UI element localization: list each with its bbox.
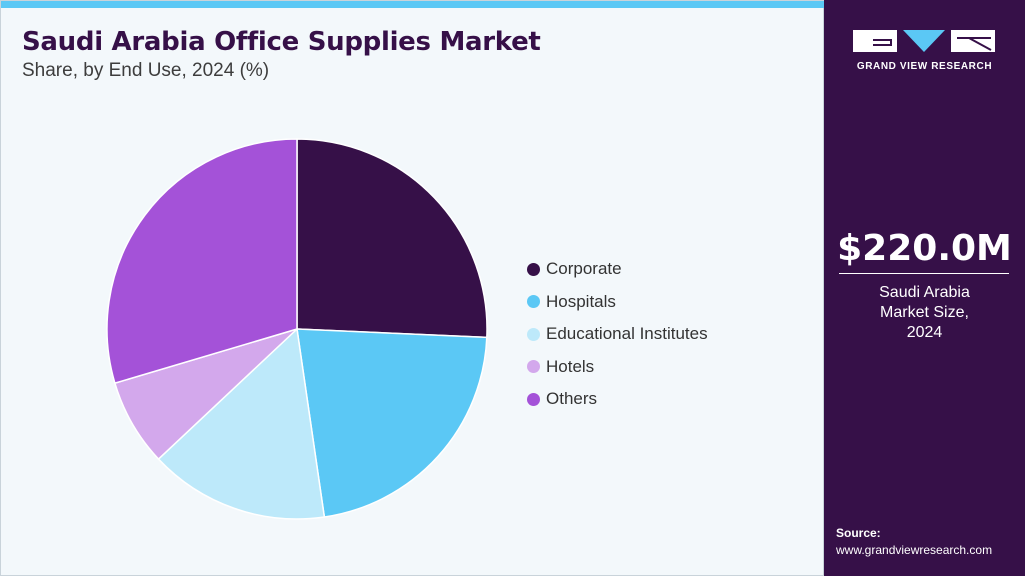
pie-slice-others: [106, 138, 298, 385]
pie-slice-corporate: [296, 138, 488, 339]
pie-slice-hospitals: [296, 328, 488, 518]
legend-label: Others: [546, 389, 598, 409]
sidebar: GRAND VIEW RESEARCH $220.0M Saudi Arabia…: [824, 0, 1025, 576]
grand-view-research-logo-icon: [853, 30, 995, 52]
legend-swatch: [527, 295, 540, 309]
accent-bar: [1, 1, 825, 8]
legend-swatch: [527, 262, 540, 276]
legend-item-corporate: Corporate: [527, 253, 708, 286]
market-size-value: $220.0M: [837, 228, 1012, 269]
legend-label: Hotels: [546, 356, 595, 376]
market-size-caption: Saudi Arabia Market Size, 2024: [824, 283, 1025, 343]
legend-label: Hospitals: [546, 291, 616, 311]
chart-title: Saudi Arabia Office Supplies Market: [22, 27, 541, 57]
chart-subtitle: Share, by End Use, 2024 (%): [22, 60, 270, 81]
divider: [839, 273, 1009, 274]
legend-swatch: [527, 327, 540, 341]
legend-label: Educational Institutes: [546, 324, 708, 344]
legend-item-educational-institutes: Educational Institutes: [527, 318, 708, 351]
caption-line: Saudi Arabia: [879, 284, 970, 301]
legend-item-hospitals: Hospitals: [527, 286, 708, 319]
chart-panel: Saudi Arabia Office Supplies Market Shar…: [0, 0, 825, 576]
source-label: Source:: [836, 526, 881, 540]
legend-item-others: Others: [527, 383, 708, 416]
legend-label: Corporate: [546, 259, 622, 279]
pie-slice-educational-institutes: [157, 327, 326, 520]
chart-legend: Corporate Hospitals Educational Institutes…: [527, 253, 708, 416]
legend-item-hotels: Hotels: [527, 351, 708, 384]
caption-line: Market Size,: [880, 304, 969, 321]
source-link[interactable]: www.grandviewresearch.com: [836, 543, 993, 557]
pie-chart: [106, 138, 488, 520]
logo-text: GRAND VIEW RESEARCH: [856, 61, 993, 72]
caption-line: 2024: [906, 324, 943, 341]
legend-swatch: [527, 392, 540, 406]
legend-swatch: [527, 360, 540, 374]
